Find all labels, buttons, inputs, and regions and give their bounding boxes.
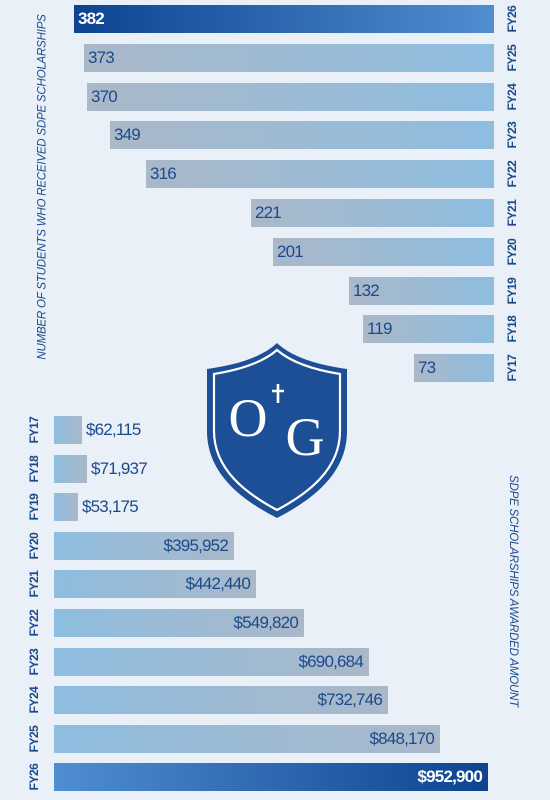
students-value-fy25: 373 [88,47,115,67]
amount-value-fy23: $690,684 [298,651,363,671]
amount-value-fy21: $442,440 [185,574,250,594]
amount-fy-label-fy19: FY19 [27,493,41,521]
amount-bar-fy23: $690,684 [54,647,369,676]
students-fy-label-fy24: FY24 [505,83,519,110]
amount-bar-fy20: $395,952 [54,531,234,560]
students-bar-fy17: 73 [414,354,494,383]
students-value-fy17: 73 [418,358,436,378]
amount-fy-label-fy23: FY23 [27,648,41,675]
amount-value-fy18: $71,937 [91,458,148,478]
students-value-fy26: 382 [78,9,105,28]
students-fy-label-fy17: FY17 [505,354,519,382]
students-fy-label-fy23: FY23 [505,122,519,149]
og-crest-logo: O G [207,343,347,518]
crest-monogram-g: G [286,407,325,467]
students-bar-fy25: 373 [84,43,494,72]
students-bar-fy24: 370 [87,82,494,111]
amount-fy-label-fy26: FY26 [27,764,41,791]
amount-bar-fy17 [54,416,82,444]
amount-fy-label-fy21: FY21 [27,571,41,598]
amount-bar-fy24: $732,746 [54,686,388,715]
students-bar-fy26: 382 [74,5,494,33]
students-fy-label-fy22: FY22 [505,160,519,188]
amount-bar-fy25: $848,170 [54,724,440,753]
amount-axis-title: SDPE SCHOLARSHIPS AWARDED AMOUNT [506,475,519,707]
crest-shield-ring [212,348,342,512]
students-fy-label-fy20: FY20 [505,238,519,266]
students-bar-fy19: 132 [349,276,494,305]
students-fy-label-fy18: FY18 [505,316,519,343]
amount-value-fy24: $732,746 [317,690,382,710]
students-value-fy19: 132 [353,280,380,300]
students-value-fy23: 349 [114,125,141,145]
amount-value-fy19: $53,175 [82,497,139,517]
students-axis-title: NUMBER OF STUDENTS WHO RECEIVED SDPE SCH… [36,14,49,360]
crest-monogram-o: O [229,388,268,448]
amount-value-fy20: $395,952 [163,535,228,555]
students-fy-label-fy19: FY19 [505,277,519,304]
students-bar-fy22: 316 [146,160,494,189]
amount-bar-fy19 [54,493,78,522]
students-value-fy18: 119 [367,319,392,339]
amount-bar-fy26: $952,900 [54,763,488,792]
students-bar-fy18: 119 [363,315,494,344]
amount-value-fy22: $549,820 [233,613,298,632]
amount-value-fy25: $848,170 [369,728,434,748]
students-bar-fy21: 221 [251,199,494,227]
students-fy-label-fy25: FY25 [505,44,519,72]
amount-bar-fy21: $442,440 [54,570,256,599]
students-bar-fy23: 349 [110,121,494,150]
amount-value-fy26: $952,900 [417,767,482,787]
amount-bar-fy22: $549,820 [54,609,304,637]
amount-value-fy17: $62,115 [86,420,141,439]
amount-fy-label-fy22: FY22 [27,609,41,637]
crest-cross-icon [272,384,284,403]
crest-shield-inner [218,355,336,505]
students-fy-label-fy21: FY21 [505,199,519,227]
students-value-fy24: 370 [91,86,118,106]
students-fy-label-fy26: FY26 [505,5,519,33]
students-value-fy22: 316 [150,164,177,184]
amount-fy-label-fy18: FY18 [27,455,41,482]
amount-fy-label-fy24: FY24 [27,686,41,714]
students-value-fy20: 201 [277,241,304,261]
students-value-fy21: 221 [255,203,282,222]
amount-fy-label-fy17: FY17 [27,416,41,444]
amount-bar-fy18 [54,454,87,483]
students-bar-fy20: 201 [273,237,494,266]
amount-fy-label-fy25: FY25 [27,725,41,753]
amount-fy-label-fy20: FY20 [27,532,41,560]
